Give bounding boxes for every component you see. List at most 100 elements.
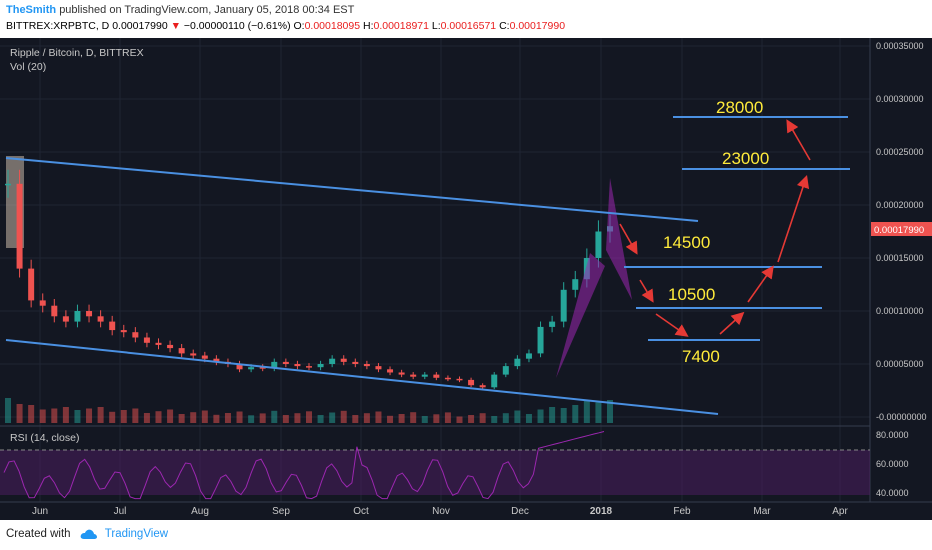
volume-bar [51,408,58,423]
volume-bar [398,414,405,423]
volume-bar [410,412,417,423]
label-10500: 10500 [668,285,715,304]
price-tick-label: 0.00020000 [876,200,924,210]
low-label: L: [431,20,441,32]
candle-body [294,364,301,367]
candle-body [433,374,440,378]
close-label: C: [499,20,510,32]
volume-bar [468,415,475,423]
price-axis: 0.00035000 0.00030000 0.00025000 0.00020000… [876,41,927,422]
volume-bar [224,413,231,423]
candle-body [387,369,394,373]
volume-bar [132,408,139,423]
candle-body [352,361,359,364]
candle-body [444,377,451,380]
candle-body [190,353,197,356]
candle-body [549,321,556,327]
time-tick-label: Apr [832,506,848,517]
volume-bar [236,411,243,423]
time-tick-label: Oct [353,506,369,517]
candle-body [178,348,185,354]
volume-bar [39,409,46,423]
open-label: O: [293,20,305,32]
volume-bar [352,415,359,423]
candle-body [306,366,312,368]
arrow-up-3 [777,174,810,263]
candle-body [456,378,463,381]
candle-body [236,364,243,370]
publish-info: published on TradingView.com, January 05… [59,4,355,16]
volume-bar [560,408,567,423]
price-tick-label: 0.00005000 [876,359,924,369]
candle-body [502,366,509,375]
volume-bar [155,411,162,423]
candle-body [525,353,532,359]
close-value: 0.00017990 [509,20,566,32]
volume-bar [387,415,394,423]
volume-bar [28,405,35,423]
candle-body [143,337,150,343]
candle-body [74,311,81,322]
arrow-down-3 [655,313,689,337]
volume-bar [120,410,127,423]
volume-bar [143,413,150,423]
label-23000: 23000 [722,149,769,168]
candle-body [398,372,405,375]
candle-body [421,374,428,377]
candle-body [51,305,58,317]
time-tick-label: Nov [432,506,450,517]
label-14500: 14500 [663,233,710,252]
rsi-tick-label: 80.0000 [876,430,909,440]
volume-bar [340,410,347,423]
price-tick-label: 0.00035000 [876,41,924,51]
change-value: −0.00000110 (−0.61%) [183,20,291,32]
price-chart[interactable]: 28000 23000 14500 10500 7400 0.0003500 [0,38,932,520]
volume-bar [201,410,208,423]
volume-bar [595,402,602,423]
candle-body [282,361,289,364]
time-tick-label: Jul [114,506,127,517]
upper-trendline [5,157,699,222]
candle-body [363,364,370,367]
tradingview-brand[interactable]: TradingView [104,528,169,541]
volume-bar [502,413,509,423]
volume-bar [259,413,266,423]
volume-bar [271,410,278,423]
candle-body [329,358,336,364]
candle-body [514,358,521,367]
volume-bar [248,415,255,423]
candle-body [167,344,174,349]
volume-bar [375,411,382,423]
candle-body [410,374,417,377]
volume-bar [514,410,521,423]
author-link[interactable]: TheSmith [6,4,57,16]
candles [5,169,613,390]
last-price: 0.00017990 [112,20,168,32]
volume-bar [16,404,23,423]
volume-bar [525,414,532,423]
volume-bar [5,398,11,423]
candle-body [537,326,544,354]
volume-bar [549,407,556,423]
chart-title: Ripple / Bitcoin, D, BITTREX [10,47,144,59]
time-tick-label: Mar [753,506,771,517]
volume-bar [433,414,440,423]
publish-line: TheSmith published on TradingView.com, J… [6,4,354,16]
created-with: Created with TradingView [6,528,168,540]
rsi-tick-label: 40.0000 [876,488,909,498]
high-label: H: [362,20,374,32]
volume-bar [74,410,81,423]
candle-body [39,300,46,306]
volume-bar [317,415,324,423]
candle-body [468,379,475,386]
chart-area[interactable]: 28000 23000 14500 10500 7400 0.0003500 [0,38,932,520]
price-tick-label: -0.00000000 [876,412,927,422]
open-value: 0.00018095 [304,20,361,32]
volume-bar [97,407,104,423]
candle-body [62,316,69,322]
price-tick-label: 0.00010000 [876,306,924,316]
volume-bar [491,416,498,423]
volume-label: Vol (20) [10,61,46,73]
volume-bar [444,412,451,423]
candle-body [86,311,93,317]
